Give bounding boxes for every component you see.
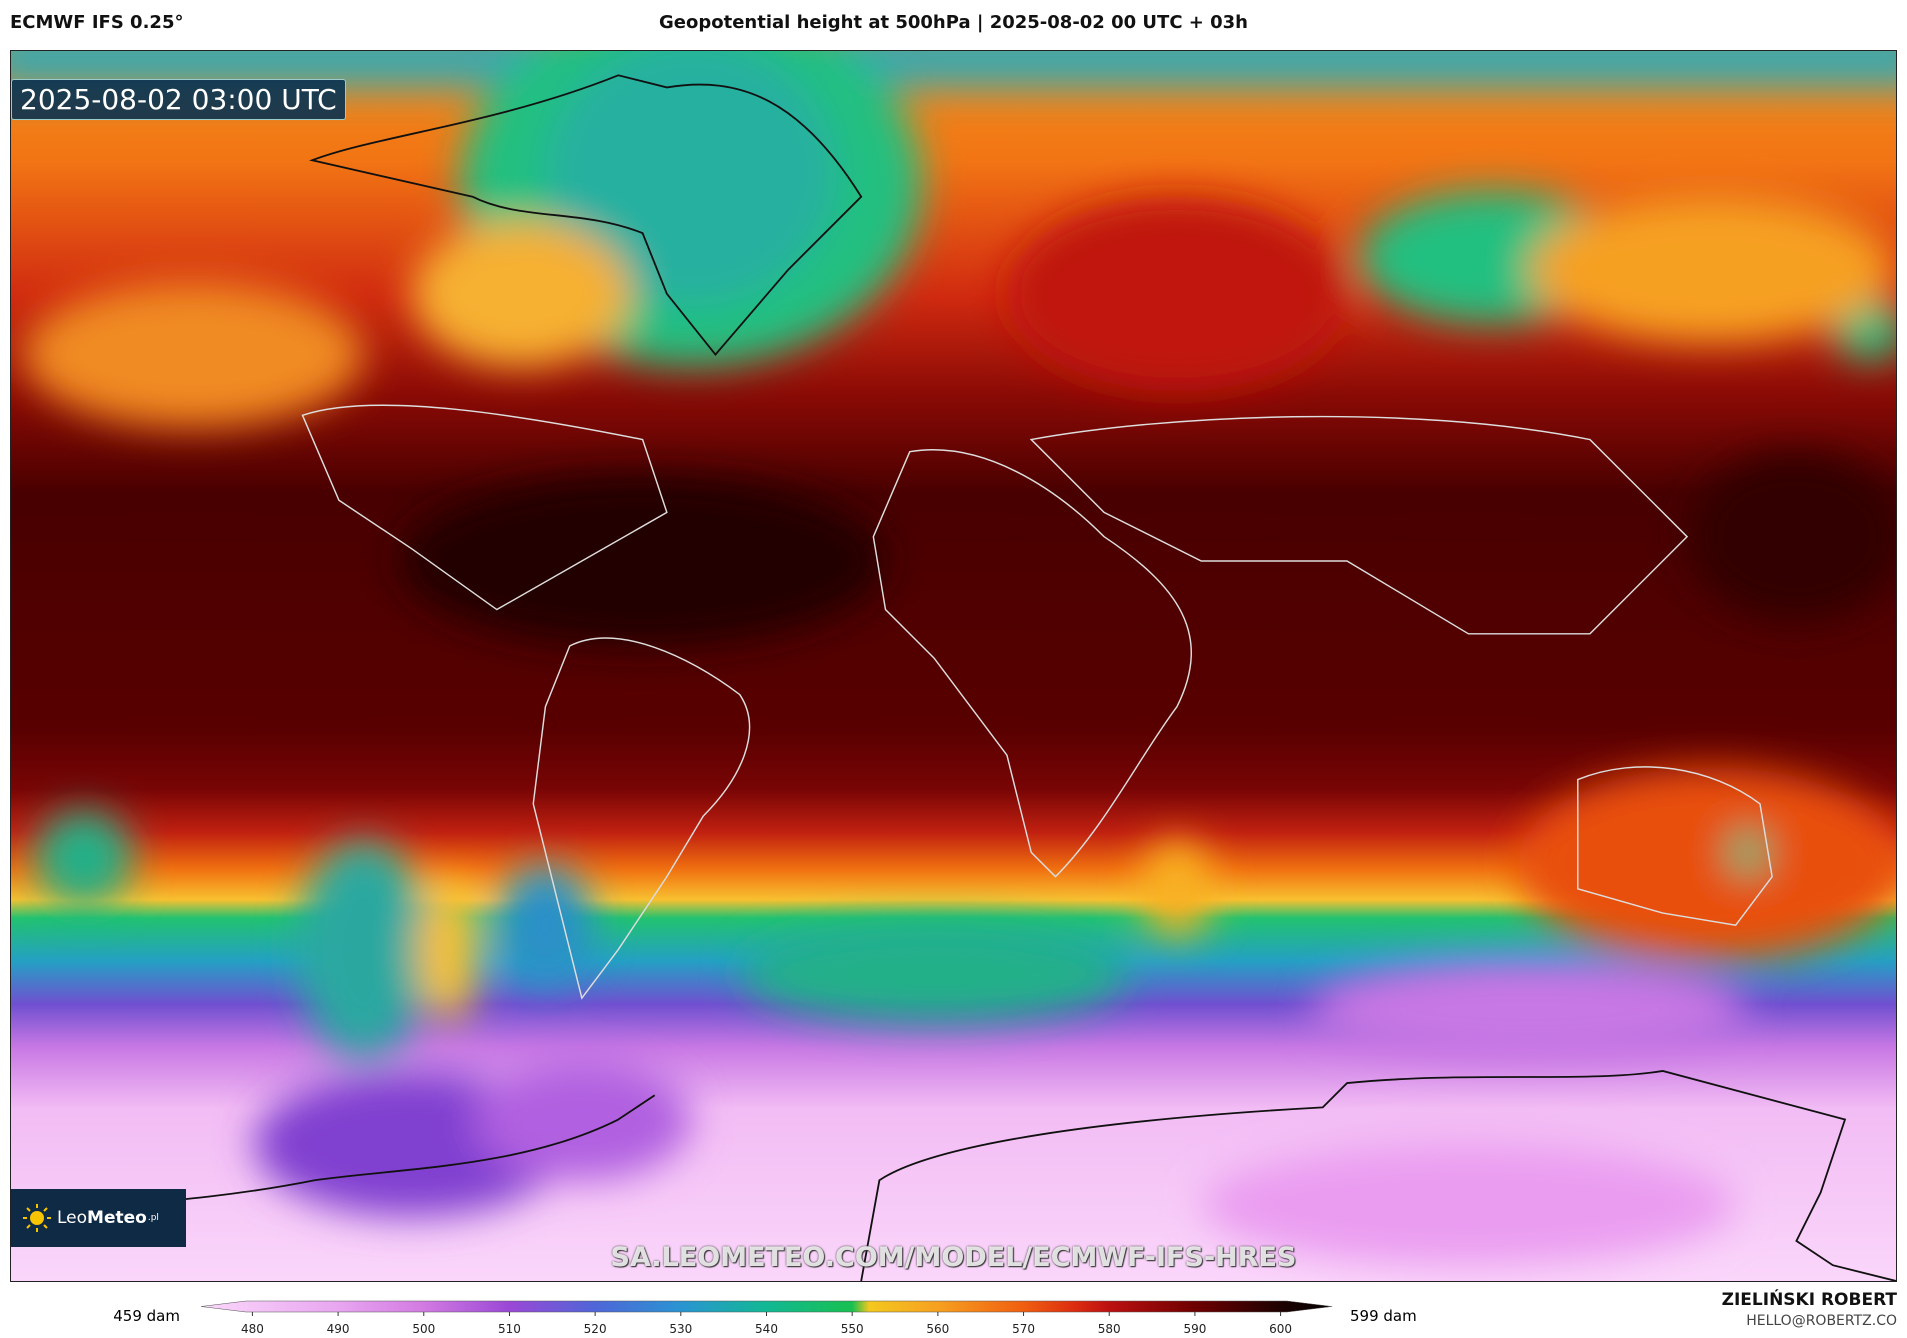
colorbar-bar [200,1300,1333,1313]
colorbar-tick-label: 560 [926,1322,949,1336]
colorbar-tick-label: 510 [498,1322,521,1336]
colorbar-tick-label: 570 [1012,1322,1035,1336]
colorbar-tick-label: 600 [1269,1322,1292,1336]
colorbar-tick-label: 590 [1183,1322,1206,1336]
watermark: SA.LEOMETEO.COM/MODEL/ECMWF-IFS-HRES [610,1242,1297,1273]
colorbar-tick-label: 480 [241,1322,264,1336]
valid-time: 2025-08-02 03:00 UTC [11,79,346,120]
author: ZIELIŃSKI ROBERT [1721,1290,1897,1310]
logo-bold: Meteo [87,1208,147,1228]
logo: Leo Meteo .pl [11,1189,186,1247]
colorbar-tick-label: 520 [584,1322,607,1336]
colorbar: 459 dam 599 dam 480 490 500 510 520 530 540 550… [113,1300,1417,1336]
logo-light: Leo [57,1208,88,1228]
colorbar-tick-label: 540 [755,1322,778,1336]
logo-sun [23,1204,51,1232]
colorbar-tick-label: 530 [669,1322,692,1336]
model-label: ECMWF IFS 0.25° [10,12,184,33]
colorbar-tick-label: 580 [1098,1322,1121,1336]
colorbar-tick-label: 550 [841,1322,864,1336]
colorbar-max: 599 dam [1350,1307,1417,1325]
colorbar-min: 459 dam [113,1307,180,1325]
colorbar-tick-label: 500 [412,1322,435,1336]
author-email: HELLO@ROBERTZ.CO [1746,1313,1897,1329]
colorbar-tick-label: 490 [327,1322,350,1336]
height-field [11,51,1896,1281]
logo-suffix: .pl [147,1213,159,1223]
map-title: Geopotential height at 500hPa | 2025-08-… [658,12,1249,33]
map: 2025-08-02 03:00 UTC Leo Meteo .pl SA.LEOM… [10,50,1897,1282]
